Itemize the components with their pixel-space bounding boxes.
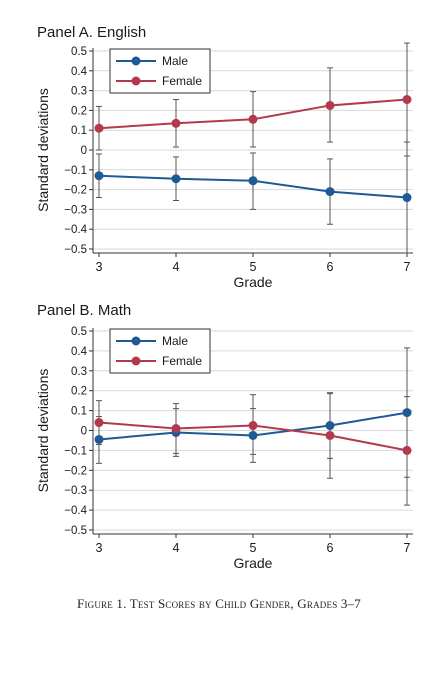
x-tick-label: 5	[250, 260, 257, 274]
y-tick-label: −0.5	[64, 244, 87, 256]
y-tick-label: 0.4	[71, 346, 88, 358]
y-axis-label: Standard deviations	[35, 369, 51, 493]
x-tick-label: 3	[96, 260, 103, 274]
data-point-male	[325, 187, 335, 197]
data-point-female	[248, 114, 258, 124]
x-axis-label: Grade	[234, 555, 273, 571]
y-tick-label: −0.3	[64, 485, 87, 497]
y-tick-label: 0.4	[71, 66, 88, 78]
legend-marker	[131, 356, 141, 366]
x-tick-label: 6	[327, 260, 334, 274]
legend-label: Female	[162, 354, 202, 368]
legend: Male Female	[109, 48, 211, 94]
y-tick-label: 0.1	[71, 406, 87, 418]
x-tick-label: 3	[96, 541, 103, 555]
legend-box	[109, 328, 211, 374]
figure-caption: Figure 1. Test Scores by Child Gender, G…	[77, 596, 361, 611]
legend-label: Male	[162, 334, 188, 348]
data-point-male	[402, 408, 412, 418]
y-tick-label: 0.1	[71, 125, 87, 137]
y-tick-label: −0.4	[64, 505, 87, 517]
x-tick-label: 7	[404, 260, 411, 274]
y-tick-label: 0.3	[71, 86, 87, 98]
x-tick-label: 5	[250, 541, 257, 555]
panel-title: Panel B. Math	[37, 302, 131, 319]
data-point-male	[94, 171, 104, 181]
legend-marker	[131, 76, 141, 86]
data-point-male	[248, 430, 258, 440]
data-point-male	[94, 434, 104, 444]
data-point-female	[94, 123, 104, 133]
data-point-female	[402, 445, 412, 455]
data-point-male	[171, 174, 181, 184]
x-tick-label: 4	[173, 541, 180, 555]
y-tick-label: −0.2	[64, 185, 87, 197]
legend-marker	[131, 56, 141, 66]
data-point-female	[171, 424, 181, 434]
data-point-male	[402, 193, 412, 203]
y-tick-label: −0.1	[64, 165, 87, 177]
legend-label: Female	[162, 74, 202, 88]
x-tick-label: 7	[404, 541, 411, 555]
y-tick-label: −0.1	[64, 445, 87, 457]
y-tick-label: 0	[81, 426, 87, 438]
y-tick-label: 0.2	[71, 386, 87, 398]
legend-label: Male	[162, 54, 188, 68]
y-tick-label: −0.4	[64, 224, 87, 236]
panel-title: Panel A. English	[37, 24, 146, 41]
y-tick-label: −0.3	[64, 204, 87, 216]
chart-panel-2: Panel B. Math 0.5 0.4 0.3 0.2 0.1 0 −0.1 −0.2 −0.…	[35, 302, 413, 571]
data-point-female	[325, 430, 335, 440]
chart-panel-1: Panel A. English 0.5 0.4 0.3 0.2 0.1 0 −0.1 −0.2…	[35, 24, 413, 290]
data-point-female	[402, 95, 412, 105]
legend-box	[109, 48, 211, 94]
legend-marker	[131, 336, 141, 346]
y-tick-label: 0.5	[71, 326, 87, 338]
data-point-male	[325, 421, 335, 431]
x-tick-label: 6	[327, 541, 334, 555]
legend: Male Female	[109, 328, 211, 374]
y-tick-label: 0.5	[71, 46, 87, 58]
y-axis-label: Standard deviations	[35, 88, 51, 212]
data-point-female	[248, 421, 258, 431]
y-tick-label: 0.3	[71, 366, 87, 378]
y-tick-label: 0.2	[71, 105, 87, 117]
data-point-female	[325, 100, 335, 110]
y-tick-label: −0.2	[64, 465, 87, 477]
y-tick-label: −0.5	[64, 525, 87, 537]
x-axis-label: Grade	[234, 274, 273, 290]
data-point-male	[248, 176, 258, 186]
data-point-female	[94, 418, 104, 428]
data-point-female	[171, 118, 181, 128]
x-tick-label: 4	[173, 260, 180, 274]
y-tick-label: 0	[81, 145, 87, 157]
